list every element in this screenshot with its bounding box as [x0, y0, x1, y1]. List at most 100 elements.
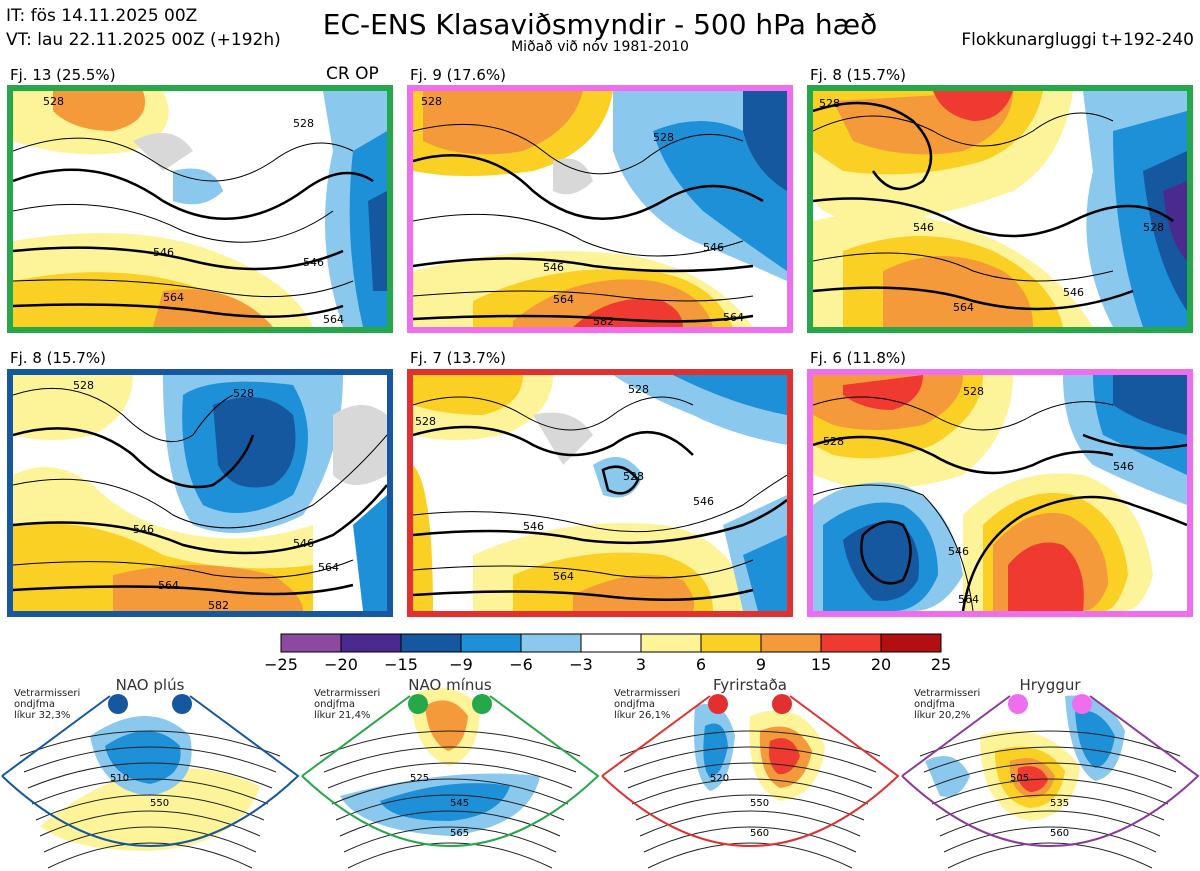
regime-frame	[1, 695, 300, 847]
colorbar-segment	[400, 633, 462, 653]
contour-label: 582	[208, 599, 229, 611]
contour-label: 564	[553, 293, 574, 306]
cluster-map-5: 528 528 528 546 546 564	[407, 369, 793, 617]
contour-label: 564	[318, 561, 339, 574]
contour-label: 528	[819, 97, 840, 110]
contour-label: 564	[323, 313, 344, 326]
height-contour	[319, 730, 581, 757]
regime-note: Vetrarmisseri ondjfma líkur 26,1%	[614, 688, 680, 721]
height-contour	[919, 730, 1181, 757]
cluster-map-6: 528 528 546 546 564	[807, 369, 1193, 617]
contour-label: 546	[303, 256, 324, 269]
colorbar-tick-label: −9	[449, 655, 473, 674]
contour-label: 560	[1050, 828, 1069, 839]
contour-label: 505	[1010, 773, 1029, 784]
regime-note-line: líkur 32,3%	[14, 710, 71, 721]
colorbar-tick-label: 20	[870, 655, 892, 674]
regime-note: Vetrarmisseri ondjfma líkur 21,4%	[314, 688, 380, 721]
regime-note-line: líkur 21,4%	[314, 710, 371, 721]
regime-note-line: ondjfma	[914, 699, 955, 710]
cluster-label-2: Fj. 9 (17.6%)	[410, 66, 506, 84]
contour-label: 564	[158, 579, 179, 592]
contour-label: 528	[623, 470, 644, 483]
contour-label: 546	[1063, 286, 1084, 299]
regime-panel: 520 550 560 Fyrirstaða Vetrarmisseri ondjfma l…	[600, 676, 900, 871]
contour-label: 535	[1050, 798, 1069, 809]
cluster-map-4: 528 528 546 546 564 564 582	[7, 369, 393, 617]
colorbar-tick-label: −6	[509, 655, 533, 674]
colorbar-segment	[760, 633, 822, 653]
regime-name: Hryggur	[1019, 676, 1081, 694]
contour-label: 565	[450, 828, 469, 839]
regime-note-line: líkur 20,2%	[914, 710, 971, 721]
colorbar-tick-label: −25	[264, 655, 298, 674]
contour-label: 528	[233, 387, 254, 400]
colorbar-segment	[700, 633, 762, 653]
colorbar-tick-label: −20	[324, 655, 358, 674]
colorbar-tick-label: −3	[569, 655, 593, 674]
anomaly-shading	[105, 731, 181, 784]
contour-label: 528	[415, 415, 436, 428]
contour-label: 546	[948, 545, 969, 558]
anomaly-shading	[925, 756, 970, 797]
height-contour	[643, 826, 857, 853]
height-contour	[619, 730, 881, 757]
regime-name: NAO mínus	[408, 676, 492, 694]
height-contour	[43, 826, 257, 853]
height-contour	[943, 826, 1157, 853]
cr-op-label: CR OP	[326, 64, 379, 84]
height-contour	[947, 842, 1153, 869]
regime-note: Vetrarmisseri ondjfma líkur 32,3%	[14, 688, 80, 721]
contour-label: 520	[710, 773, 729, 784]
colorbar-tick-label: 15	[810, 655, 832, 674]
cluster-label-6: Fj. 6 (11.8%)	[810, 349, 906, 367]
contour-label: 546	[693, 495, 714, 508]
height-contour	[623, 746, 877, 773]
regime-note-line: ondjfma	[314, 699, 355, 710]
contour-label: 528	[653, 131, 674, 144]
regime-panel: 510 550 NAO plús Vetrarmisseri ondjfma líkur …	[0, 676, 300, 871]
anomaly-shading	[425, 700, 468, 751]
valid-time: VT: lau 22.11.2025 00Z (+192h)	[6, 30, 281, 50]
height-contour	[635, 794, 865, 821]
height-contour	[631, 778, 869, 805]
cluster-map-3: 528 528 546 546 564	[807, 85, 1193, 333]
page-title: EC-ENS Klasaviðsmyndir - 500 hPa hæð	[322, 8, 878, 41]
colorbar-segment	[520, 633, 582, 653]
height-contour	[923, 746, 1177, 773]
colorbar	[280, 633, 942, 653]
height-contour	[935, 794, 1165, 821]
regime-frame	[901, 695, 1200, 847]
cluster-label-3: Fj. 8 (15.7%)	[810, 66, 906, 84]
contour-label: 546	[1113, 460, 1134, 473]
colorbar-tick-label: 6	[695, 655, 707, 674]
height-contour	[335, 794, 565, 821]
regime-panel: 505 535 560 Hryggur Vetrarmisseri ondjfma líku…	[900, 676, 1200, 871]
anomaly-shading	[769, 738, 800, 775]
contour-label: 528	[1143, 221, 1164, 234]
contour-label: 546	[703, 241, 724, 254]
contour-label: 545	[450, 798, 469, 809]
page-subtitle: Miðað við nóv 1981-2010	[511, 39, 689, 55]
height-contour	[31, 778, 269, 805]
contour-label: 510	[110, 773, 129, 784]
contour-label: 564	[723, 311, 744, 324]
height-contour	[627, 762, 873, 789]
colorbar-segment	[580, 633, 642, 653]
regime-marker	[108, 694, 128, 714]
header-info: IT: fös 14.11.2025 00Z VT: lau 22.11.202…	[6, 4, 281, 52]
contour-label: 564	[553, 570, 574, 583]
regime-note: Vetrarmisseri ondjfma líkur 20,2%	[914, 688, 980, 721]
regime-map: 520 550 560	[601, 695, 900, 869]
regime-marker	[1072, 694, 1092, 714]
cluster-map-1: 528 528 546 546 564 564	[7, 85, 393, 333]
contour-label: 528	[963, 385, 984, 398]
contour-label: 546	[153, 246, 174, 259]
colorbar-segment	[820, 633, 882, 653]
clustering-window: Flokkunargluggi t+192-240	[961, 30, 1194, 50]
contour-label: 528	[823, 435, 844, 448]
colorbar-segment	[340, 633, 402, 653]
regime-frame	[301, 695, 600, 847]
regime-note-line: Vetrarmisseri	[614, 688, 681, 699]
contour-label: 564	[958, 593, 979, 606]
